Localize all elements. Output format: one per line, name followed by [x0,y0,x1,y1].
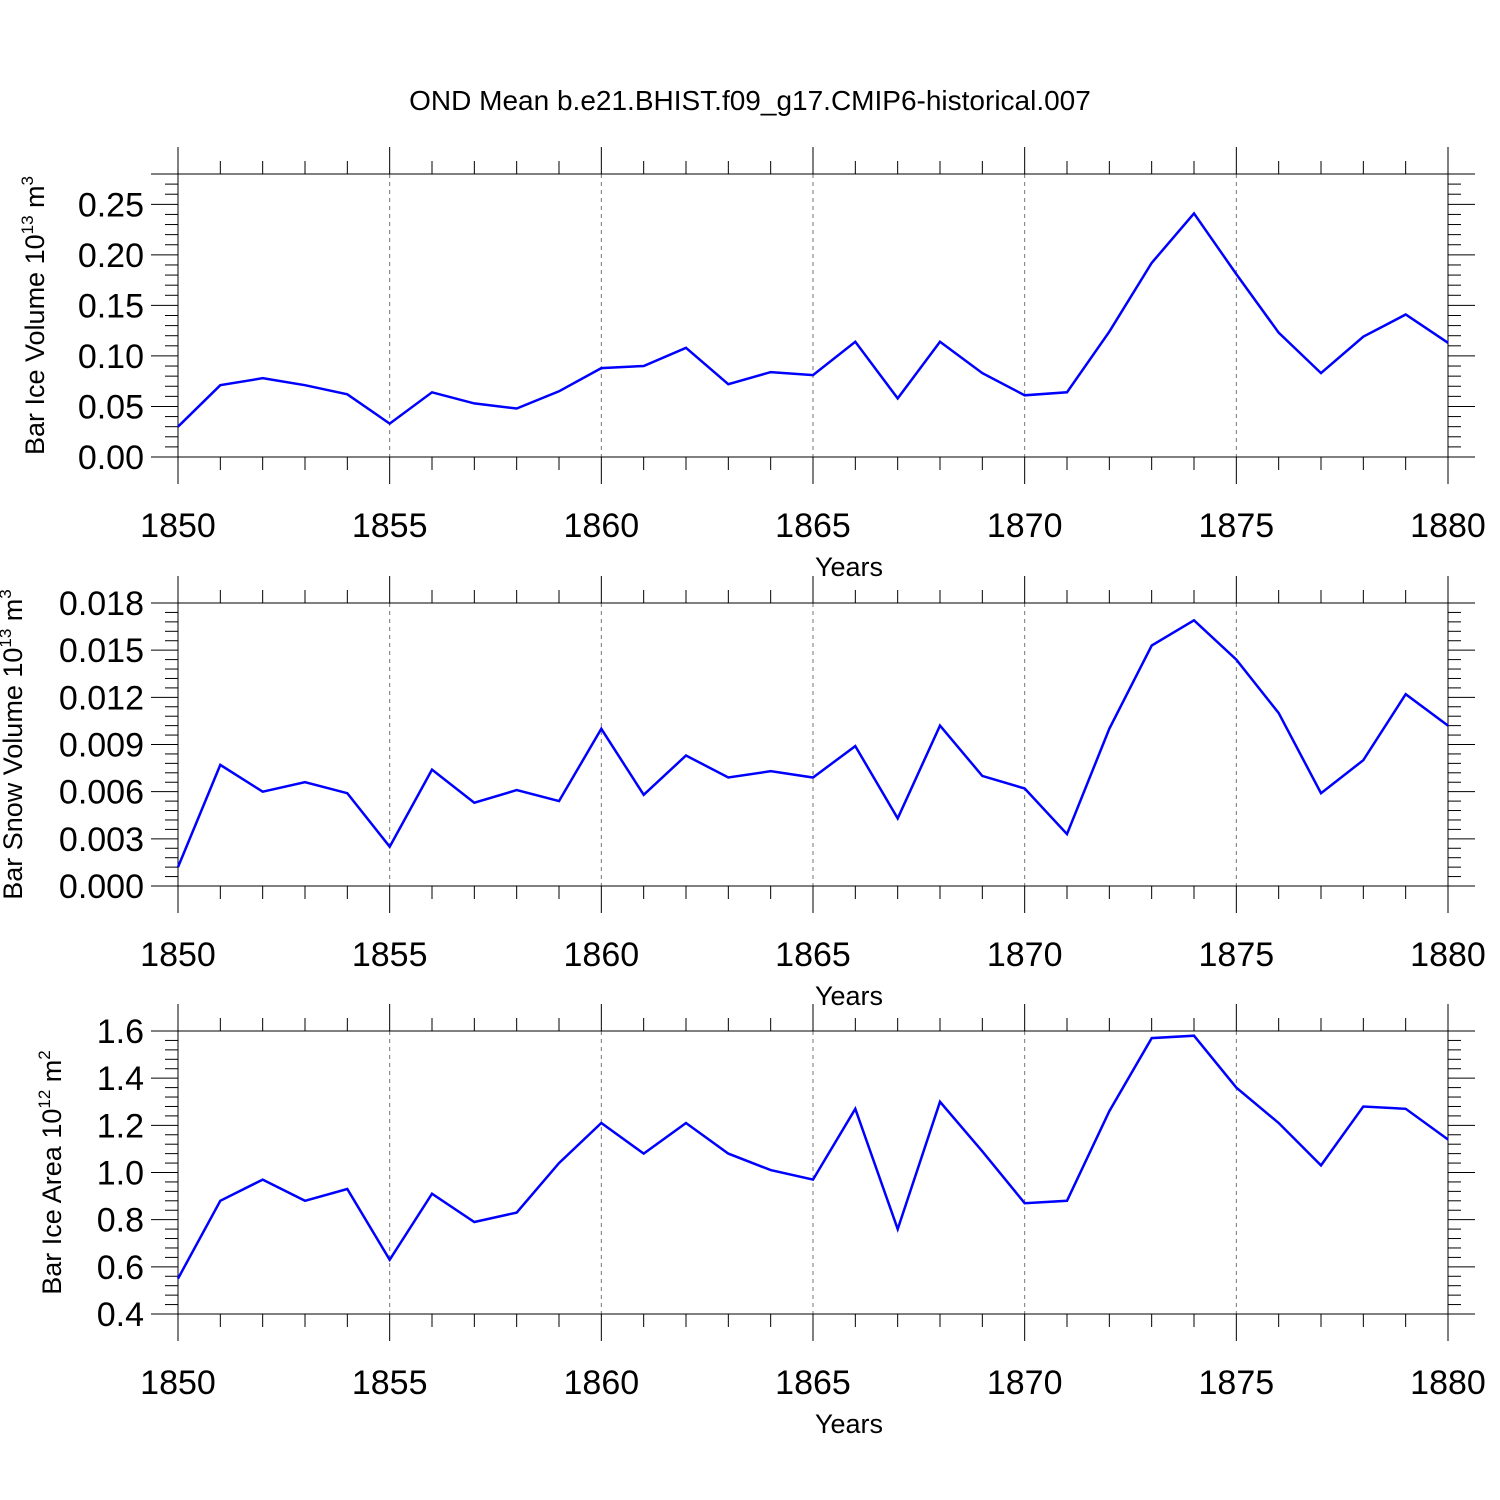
x-tick-label: 1850 [140,507,216,545]
x-tick-label: 1860 [564,507,640,545]
x-tick-label: 1880 [1410,1364,1486,1402]
y-tick-label: 0.00 [78,439,144,477]
panels: 1850 1855 1860 1865 1870 1875 1880 0.00 0.05 0.10… [0,147,1486,1439]
y-tick-label: 0.15 [78,287,144,325]
x-tick-label: 1870 [987,1364,1063,1402]
series-line-1 [176,618,1449,868]
y-tick-label: 1.4 [97,1060,144,1098]
y-tick-label: 0.8 [97,1202,144,1240]
chart-title: OND Mean b.e21.BHIST.f09_g17.CMIP6-histo… [409,85,1091,116]
y-tick-label: 0.10 [78,338,144,376]
x-tick-label: 1860 [564,936,640,974]
y-tick-label: 0.25 [78,186,144,224]
y-axis-label-text: Bar Ice Volume 10 [20,234,50,455]
y-tick-label: 1.6 [97,1013,144,1051]
panel-3: 1850 1855 1860 1865 1870 1875 1880 0.4 0.6 0.8 1.0… [35,1004,1486,1439]
y-tick-label: 0.006 [59,774,144,812]
y-axis-label-unit: m [20,185,50,208]
x-tick-label: 1870 [987,507,1063,545]
x-tick-label: 1865 [775,507,851,545]
x-tick-label: 1880 [1410,936,1486,974]
y-tick-label: 0.000 [59,868,144,906]
y-axis-label-exponent: 12 [35,1090,54,1109]
y-tick-label: 0.20 [78,237,144,275]
y-axis-label-text: Bar Ice Area 10 [37,1109,67,1295]
x-axis-label: Years [815,552,883,582]
x-tick-label: 1850 [140,1364,216,1402]
y-tick-label: 0.009 [59,727,144,765]
y-axis-label-text: Bar Snow Volume 10 [0,648,28,900]
x-tick-label: 1875 [1199,507,1275,545]
y-axis-label-unit-exponent: 2 [35,1050,54,1059]
x-tick-label: 1870 [987,936,1063,974]
y-axis-label-space [37,1082,67,1090]
y-axis-label-unit: m [37,1060,67,1083]
y-axis-label-unit-exponent: 3 [18,176,37,185]
y-tick-label: 0.012 [59,679,144,717]
y-axis-label: Bar Ice Volume 1013 m3 [18,176,50,455]
x-axis-label: Years [815,981,883,1011]
x-axis-label: Years [815,1409,883,1439]
x-tick-label: 1875 [1199,936,1275,974]
x-tick-label: 1850 [140,936,216,974]
y-axis-label-exponent: 13 [18,215,37,234]
x-tick-label: 1865 [775,936,851,974]
x-tick-label: 1855 [352,1364,428,1402]
y-tick-label: 1.2 [97,1107,144,1145]
y-axis-label-space [0,621,28,629]
y-tick-label: 0.018 [59,585,144,623]
x-tick-label: 1875 [1199,1364,1275,1402]
x-tick-label: 1880 [1410,507,1486,545]
series-line-1 [176,1034,1449,1280]
y-tick-label: 0.015 [59,632,144,670]
y-axis-label: Bar Ice Area 1012 m2 [35,1050,67,1295]
panel-2: 1850 1855 1860 1865 1870 1875 1880 0.000 0.003 0.… [0,576,1486,1011]
y-axis-label-exponent: 13 [0,629,15,648]
y-tick-label: 0.6 [97,1249,144,1287]
x-tick-label: 1860 [564,1364,640,1402]
y-tick-label: 0.003 [59,821,144,859]
x-tick-label: 1855 [352,507,428,545]
y-axis-label: Bar Snow Volume 1013 m3 [0,589,28,900]
x-tick-label: 1855 [352,936,428,974]
y-tick-label: 0.05 [78,388,144,426]
series-line-1 [177,211,1449,428]
y-axis-label-unit-exponent: 3 [0,589,15,598]
y-tick-label: 1.0 [97,1155,144,1193]
y-axis-label-unit: m [0,599,28,622]
panel-1: 1850 1855 1860 1865 1870 1875 1880 0.00 0.05 0.10… [18,147,1486,582]
y-tick-label: 0.4 [97,1296,144,1334]
x-tick-label: 1865 [775,1364,851,1402]
y-axis-label-space [20,208,50,216]
